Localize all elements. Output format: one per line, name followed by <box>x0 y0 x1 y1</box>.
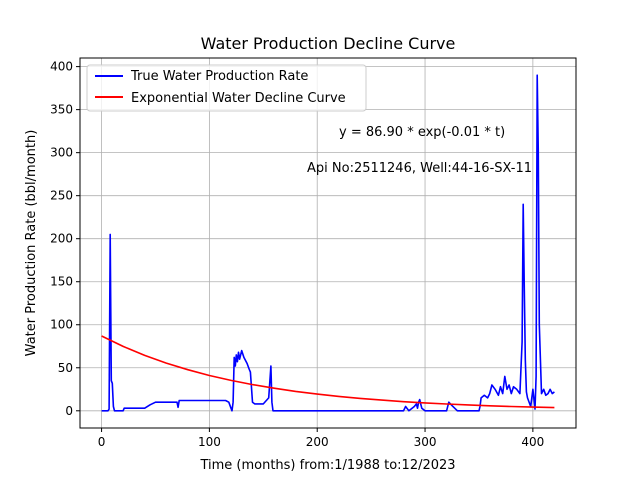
y-axis-label: Water Production Rate (bbl/month) <box>24 130 39 357</box>
exponential-decline-curve-line <box>101 335 555 409</box>
legend-box <box>86 64 367 112</box>
y-tick-label: 300 <box>50 146 73 160</box>
legend-label-true-rate: True Water Production Rate <box>130 69 308 84</box>
chart-title: Water Production Decline Curve <box>201 34 456 53</box>
x-tick-label: 300 <box>414 435 437 449</box>
y-tick-label: 150 <box>50 275 73 289</box>
x-tick-label: 0 <box>98 435 106 449</box>
x-tick-label: 400 <box>521 435 544 449</box>
legend-label-exponential: Exponential Water Decline Curve <box>131 91 346 106</box>
y-tick-label: 50 <box>58 361 73 375</box>
y-tick-label: 100 <box>50 318 73 332</box>
true-water-production-rate-line <box>101 74 555 412</box>
y-tick-label: 0 <box>65 404 73 418</box>
y-axis-ticks: 0 50 100 150 200 250 300 350 400 <box>50 60 80 418</box>
legend: True Water Production Rate Exponential W… <box>86 64 367 112</box>
series-layer <box>101 74 555 412</box>
y-tick-label: 250 <box>50 189 73 203</box>
y-tick-label: 200 <box>50 232 73 246</box>
x-axis-label: Time (months) from:1/1988 to:12/2023 <box>199 458 455 473</box>
x-tick-label: 100 <box>198 435 221 449</box>
plot-area-background <box>80 58 576 428</box>
y-tick-label: 350 <box>50 103 73 117</box>
x-tick-label: 200 <box>306 435 329 449</box>
well-annotation: Api No:2511246, Well:44-16-SX-11 <box>307 161 532 176</box>
y-tick-label: 400 <box>50 60 73 74</box>
equation-annotation: y = 86.90 * exp(-0.01 * t) <box>339 125 505 140</box>
x-axis-ticks: 0 100 200 300 400 <box>98 428 544 449</box>
plot-frame <box>79 57 577 429</box>
